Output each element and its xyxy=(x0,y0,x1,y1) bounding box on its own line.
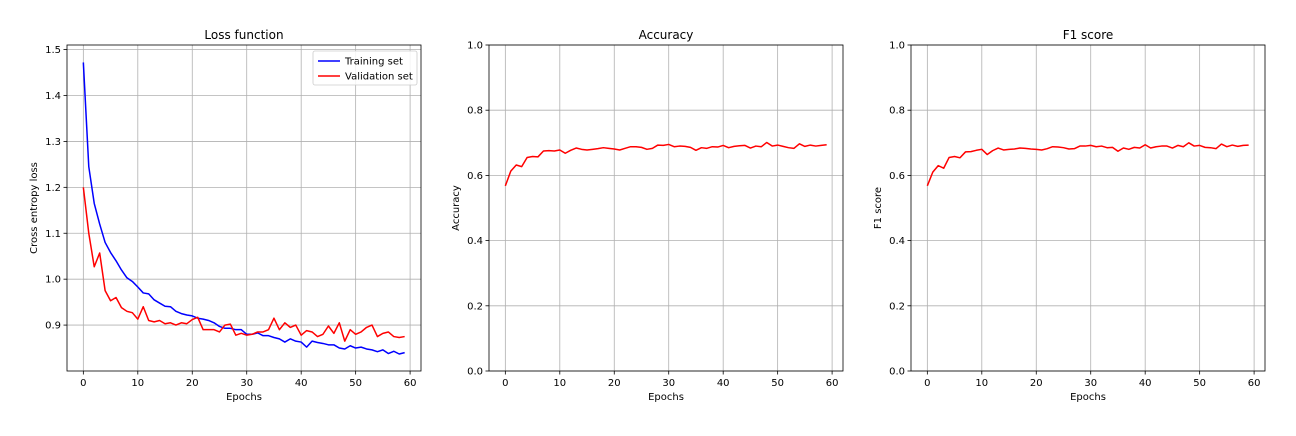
chart-title: F1 score xyxy=(1063,28,1114,42)
series-line-series-1 xyxy=(504,141,827,187)
x-tick-label: 20 xyxy=(186,378,199,389)
x-tick-label: 0 xyxy=(924,378,930,389)
chart-2: 0 10 20 30 40 50 60 0.0 0.2 0.4 0.6 0.8 1.0 Accuracy E… xyxy=(451,28,844,403)
x-tick-label: 20 xyxy=(1030,378,1043,389)
axes-frame xyxy=(488,44,844,372)
x-tick-label: 40 xyxy=(1139,378,1152,389)
chart-title: Accuracy xyxy=(639,28,694,42)
x-tick-label: 50 xyxy=(1193,378,1206,389)
x-tick-label: 20 xyxy=(608,378,621,389)
x-tick-label: 60 xyxy=(826,378,839,389)
x-axis-label: Epochs xyxy=(1070,392,1106,403)
y-tick-label: 0.6 xyxy=(889,171,905,182)
y-axis-label: F1 score xyxy=(873,187,884,229)
y-tick-label: 1.0 xyxy=(889,41,905,52)
x-tick-label: 0 xyxy=(502,378,508,389)
y-axis-label: Cross entropy loss xyxy=(29,162,40,254)
x-tick-label: 50 xyxy=(771,378,784,389)
y-tick-label: 1.3 xyxy=(45,137,61,148)
y-tick-label: 0.4 xyxy=(889,236,905,247)
y-tick-label: 0.2 xyxy=(889,301,905,312)
axes-frame xyxy=(910,44,1266,372)
y-tick-label: 0.6 xyxy=(467,171,483,182)
y-tick-label: 0.8 xyxy=(889,106,905,117)
y-tick-label: 1.1 xyxy=(45,229,61,240)
y-tick-label: 1.5 xyxy=(45,45,61,56)
y-tick-label: 0.8 xyxy=(467,106,483,117)
series-line-training-set xyxy=(82,62,405,355)
x-tick-label: 40 xyxy=(295,378,308,389)
y-tick-label: 1.4 xyxy=(45,91,61,102)
chart-1: 0 10 20 30 40 50 60 0.9 1.0 1.1 1.2 1.3 1.4 1.5 Loss f… xyxy=(29,28,422,403)
x-tick-label: 60 xyxy=(404,378,417,389)
y-tick-label: 1.0 xyxy=(467,41,483,52)
x-tick-label: 60 xyxy=(1248,378,1261,389)
y-tick-label: 1.2 xyxy=(45,183,61,194)
y-tick-label: 0.2 xyxy=(467,301,483,312)
x-tick-label: 40 xyxy=(717,378,730,389)
series-line-validation-set xyxy=(82,187,405,342)
x-axis-label: Epochs xyxy=(226,392,262,403)
x-tick-label: 30 xyxy=(662,378,675,389)
x-axis-label: Epochs xyxy=(648,392,684,403)
legend-label: Validation set xyxy=(345,72,413,83)
x-tick-label: 30 xyxy=(240,378,253,389)
x-tick-label: 10 xyxy=(553,378,566,389)
y-tick-label: 0.0 xyxy=(467,367,483,378)
y-tick-label: 0.4 xyxy=(467,236,483,247)
legend: Training set Validation set xyxy=(312,50,418,86)
y-axis-label: Accuracy xyxy=(451,185,462,231)
y-tick-label: 0.9 xyxy=(45,321,61,332)
x-tick-label: 50 xyxy=(349,378,362,389)
y-tick-label: 1.0 xyxy=(45,275,61,286)
x-tick-label: 30 xyxy=(1084,378,1097,389)
x-tick-label: 10 xyxy=(131,378,144,389)
x-tick-label: 0 xyxy=(80,378,86,389)
chart-3: 0 10 20 30 40 50 60 0.0 0.2 0.4 0.6 0.8 1.0 F1 score E… xyxy=(873,28,1266,403)
legend-label: Training set xyxy=(344,57,403,68)
series-line-series-1 xyxy=(926,142,1249,187)
x-tick-label: 10 xyxy=(975,378,988,389)
axes-frame xyxy=(66,44,422,372)
y-tick-label: 0.0 xyxy=(889,367,905,378)
chart-title: Loss function xyxy=(204,28,283,42)
